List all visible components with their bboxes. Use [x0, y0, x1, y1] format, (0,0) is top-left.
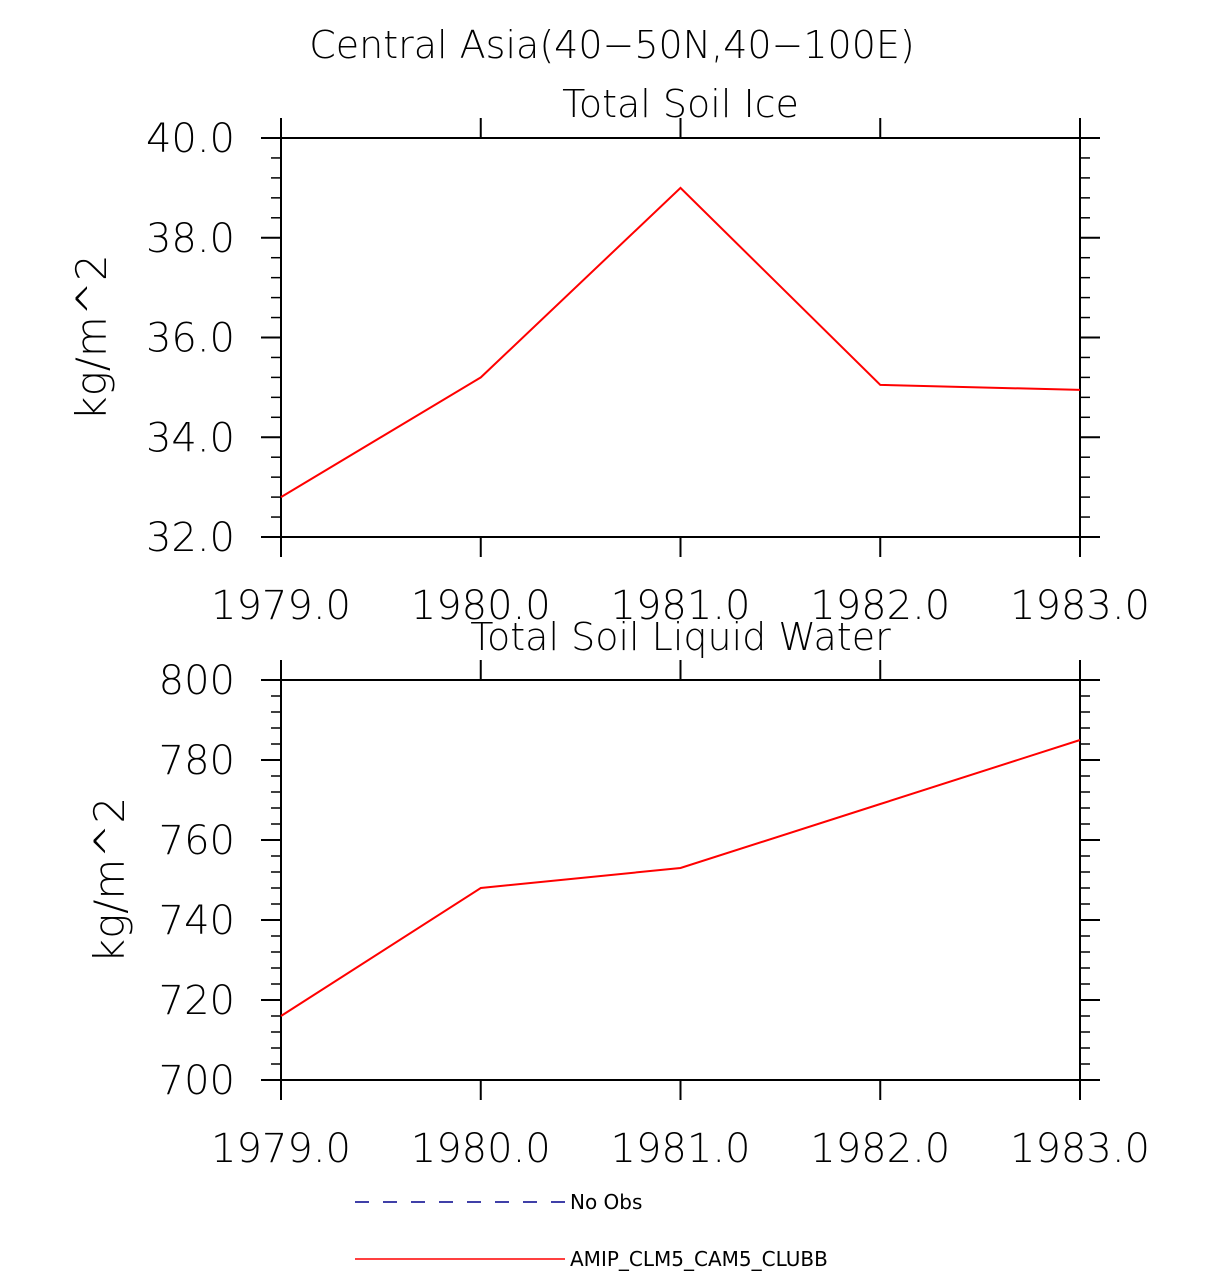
y-tick-label: 780 [159, 738, 235, 784]
plot-frame [280, 137, 1081, 538]
x-tick-label: 1980.0 [411, 1126, 551, 1172]
y-tick-label: 36.0 [146, 316, 235, 362]
y-tick-label: 32.0 [146, 515, 235, 561]
x-tick-label: 1981.0 [611, 583, 751, 629]
series-line-model [280, 186, 1081, 498]
series-line-model [280, 739, 1081, 1017]
legend-label-model: AMIP_CLM5_CAM5_CLUBB [570, 1247, 828, 1271]
y-axis-label: kg/m^2 [85, 797, 134, 964]
y-axis-label: kg/m^2 [67, 254, 116, 421]
plot-frame [280, 679, 1081, 1081]
x-tick-label: 1979.0 [211, 1126, 351, 1172]
x-tick-label: 1983.0 [1010, 583, 1150, 629]
x-tick-label: 1981.0 [611, 1126, 751, 1172]
y-tick-label: 40.0 [146, 116, 235, 162]
x-tick-label: 1982.0 [810, 583, 950, 629]
y-tick-label: 700 [159, 1058, 235, 1104]
y-tick-label: 760 [159, 818, 235, 864]
y-tick-label: 38.0 [146, 216, 235, 262]
figure-title: Central Asia(40−50N,40−100E) [309, 23, 915, 67]
legend-label-no-obs: No Obs [570, 1190, 642, 1214]
x-tick-label: 1979.0 [211, 583, 351, 629]
x-tick-label: 1980.0 [411, 583, 551, 629]
panel-title: Total Soil Liquid Water [470, 615, 891, 659]
legend: No Obs AMIP_CLM5_CAM5_CLUBB [355, 1190, 828, 1271]
x-tick-label: 1983.0 [1010, 1126, 1150, 1172]
y-tick-label: 34.0 [146, 415, 235, 461]
chart-panel-total-soil-liquid-water: Total Soil Liquid Water kg/m^2 700 720 740 76… [85, 615, 1150, 1172]
y-tick-label: 740 [159, 898, 235, 944]
y-tick-label: 720 [159, 978, 235, 1024]
chart-panel-total-soil-ice: Total Soil Icekg/m^232.034.036.038.040.0… [67, 82, 1150, 629]
x-tick-label: 1982.0 [810, 1126, 950, 1172]
y-tick-label: 800 [159, 658, 235, 704]
